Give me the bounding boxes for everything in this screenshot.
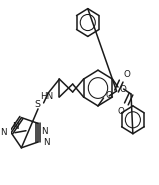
Text: N: N [12,122,19,131]
Text: N: N [41,127,47,136]
Text: N: N [43,137,49,147]
Text: O: O [105,91,112,100]
Text: S: S [35,100,41,109]
Text: N: N [0,128,7,137]
Text: HN: HN [40,92,53,101]
Text: O: O [120,85,127,94]
Text: O: O [123,70,130,79]
Text: O: O [118,107,124,116]
